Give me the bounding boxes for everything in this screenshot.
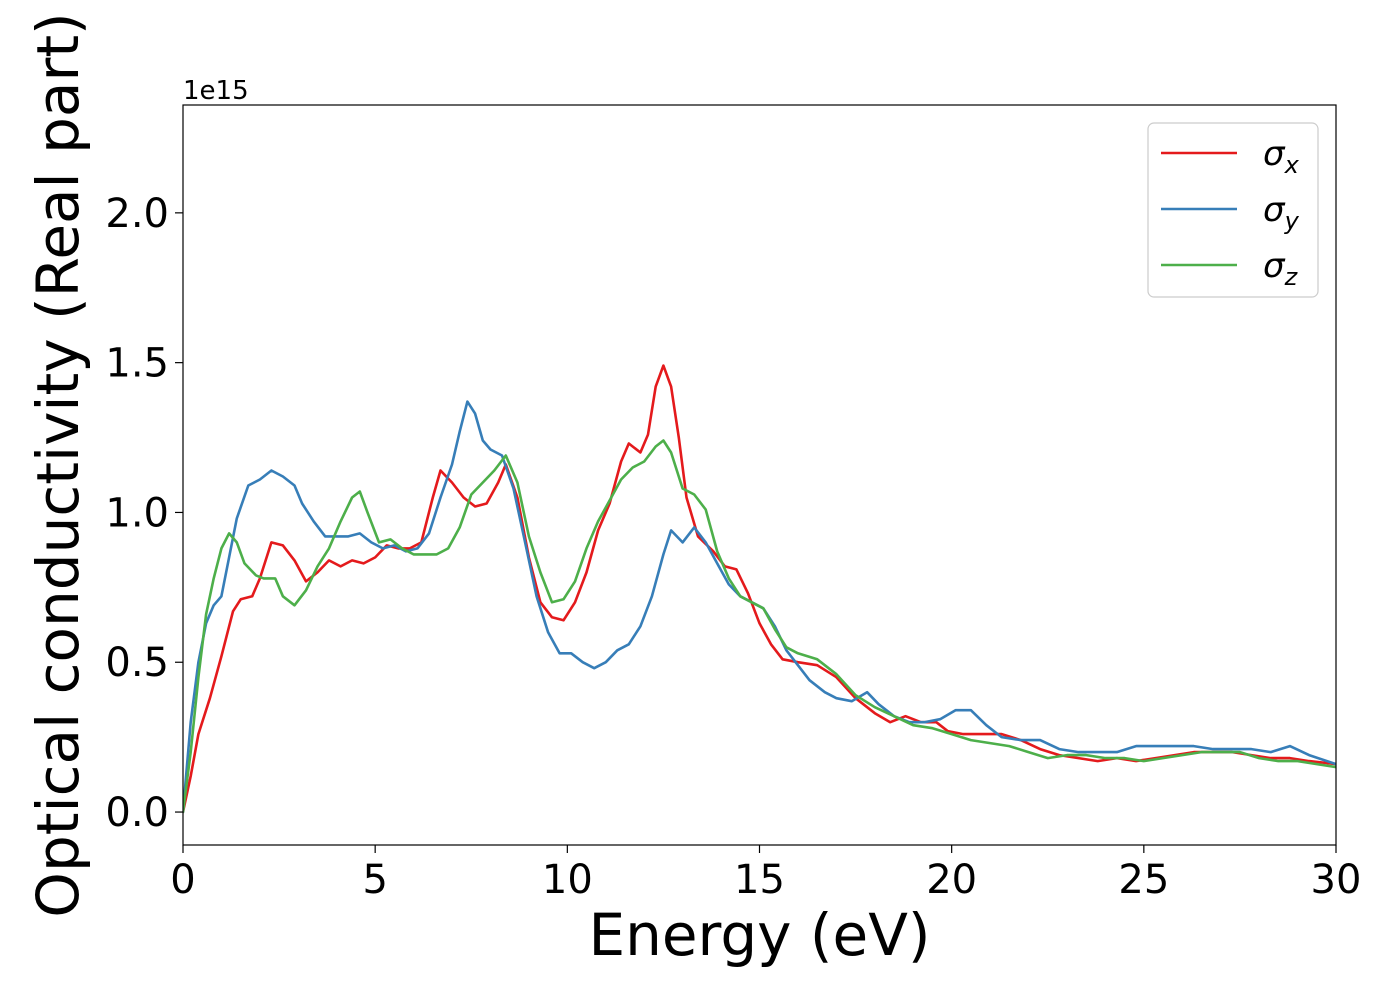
- series-line-x: [183, 364, 1336, 814]
- x-axis-title: Energy (eV): [588, 901, 930, 969]
- y-tick-label: 0.0: [105, 790, 169, 836]
- legend-label-subscript: y: [1284, 207, 1300, 235]
- series-line-z: [183, 439, 1336, 814]
- x-tick-label: 5: [362, 857, 387, 903]
- series-line-y: [183, 400, 1336, 814]
- x-tick-label: 0: [170, 857, 195, 903]
- x-tick-label: 25: [1118, 857, 1169, 903]
- legend-label-subscript: z: [1284, 263, 1299, 291]
- legend-label-z: σz: [1263, 246, 1299, 291]
- x-tick-label: 10: [542, 857, 593, 903]
- y-axis-title: Optical conductivity (Real part): [24, 12, 92, 917]
- legend-label-symbol: σ: [1263, 246, 1286, 286]
- y-tick-label: 2.0: [105, 191, 169, 237]
- y-axis: 0.0 0.5 1.0 1.5 2.0: [105, 191, 183, 836]
- legend-label-y: σy: [1263, 190, 1300, 235]
- x-tick-label: 20: [926, 857, 977, 903]
- y-axis-offset-label: 1e15: [183, 76, 249, 106]
- x-tick-label: 15: [734, 857, 785, 903]
- plot-area: [183, 364, 1336, 814]
- y-tick-label: 1.5: [105, 341, 169, 387]
- legend-label-symbol: σ: [1263, 134, 1286, 174]
- y-tick-label: 0.5: [105, 640, 169, 686]
- y-tick-label: 1.0: [105, 490, 169, 536]
- x-tick-label: 30: [1311, 857, 1362, 903]
- legend-label-x: σx: [1263, 134, 1300, 179]
- legend-label-subscript: x: [1284, 151, 1300, 179]
- x-axis: 0 5 10 15 20 25 30: [170, 845, 1361, 903]
- legend-label-symbol: σ: [1263, 190, 1286, 230]
